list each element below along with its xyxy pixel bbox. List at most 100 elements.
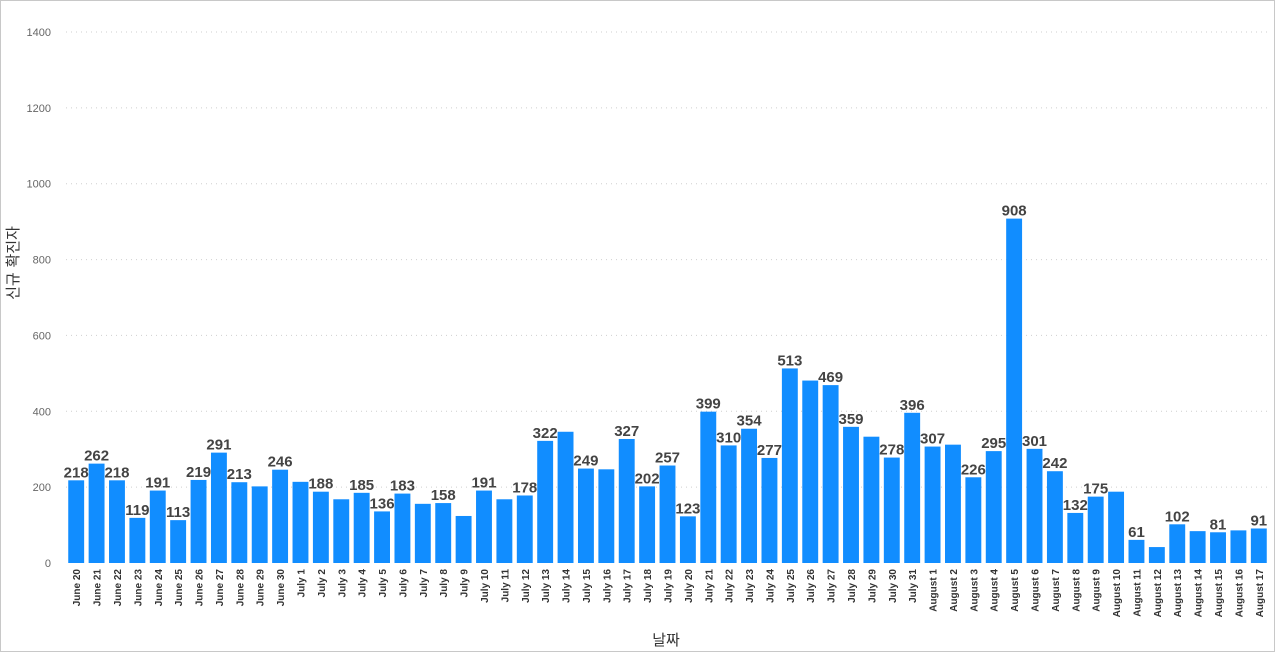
x-tick-label: July 22: [725, 569, 736, 603]
bar[interactable]: [822, 385, 839, 563]
bar[interactable]: [965, 477, 982, 563]
data-label: 218: [64, 464, 89, 481]
bar[interactable]: [476, 490, 492, 563]
bar[interactable]: [210, 452, 227, 563]
bar[interactable]: [985, 451, 1002, 563]
bar[interactable]: [1067, 512, 1084, 563]
bar[interactable]: [577, 468, 594, 563]
data-label: 226: [961, 461, 986, 478]
x-tick-label: June 25: [174, 569, 185, 607]
x-tick-label: July 26: [806, 569, 817, 603]
x-tick-label: July 3: [337, 569, 348, 598]
data-label: 295: [981, 435, 1006, 452]
x-tick-label: July 7: [419, 569, 430, 598]
bar[interactable]: [781, 368, 798, 563]
bar[interactable]: [496, 499, 513, 563]
data-label: 183: [390, 478, 415, 495]
x-tick-label: July 23: [745, 569, 756, 603]
y-tick-label: 1000: [27, 179, 51, 191]
bar[interactable]: [109, 480, 125, 563]
x-tick-label: July 25: [786, 569, 797, 603]
data-label: 213: [227, 466, 252, 483]
bar[interactable]: [863, 436, 880, 563]
x-tick-label: August 12: [1153, 569, 1164, 618]
bar[interactable]: [312, 491, 329, 563]
bar[interactable]: [598, 469, 615, 563]
data-label: 262: [84, 448, 109, 465]
bar[interactable]: [720, 445, 737, 563]
x-tick-label: August 7: [1051, 569, 1062, 612]
x-tick-label: June 26: [195, 569, 206, 607]
x-tick-label: July 19: [664, 569, 675, 603]
bar[interactable]: [924, 446, 941, 563]
bar[interactable]: [945, 444, 961, 563]
bar[interactable]: [149, 490, 166, 563]
x-tick-label: August 16: [1234, 569, 1245, 618]
bar[interactable]: [68, 480, 85, 563]
bar[interactable]: [414, 503, 431, 563]
x-tick-label: July 20: [684, 569, 695, 603]
bar[interactable]: [1108, 491, 1125, 563]
data-label: 119: [125, 502, 149, 519]
x-tick-label: August 3: [969, 569, 980, 612]
bar[interactable]: [1169, 524, 1186, 563]
x-tick-label: August 2: [949, 569, 960, 612]
x-tick-label: August 11: [1132, 569, 1143, 617]
x-tick-label: July 8: [439, 569, 450, 598]
bar[interactable]: [394, 493, 411, 563]
x-tick-label: June 21: [93, 569, 104, 607]
x-tick-label: August 13: [1173, 569, 1184, 618]
bar[interactable]: [455, 515, 472, 563]
bar[interactable]: [741, 428, 758, 563]
data-label: 301: [1022, 433, 1047, 450]
y-axis-ticks: 0 200 400 600 800 1000 1200 1400: [27, 27, 51, 570]
bar[interactable]: [353, 492, 370, 563]
bar[interactable]: [170, 520, 187, 563]
bar[interactable]: [1230, 530, 1247, 563]
bar[interactable]: [1087, 496, 1104, 563]
bar[interactable]: [537, 440, 554, 563]
data-label: 185: [349, 477, 374, 494]
bar[interactable]: [843, 426, 859, 563]
bar[interactable]: [883, 457, 900, 563]
bar[interactable]: [251, 486, 268, 563]
bar[interactable]: [904, 412, 921, 563]
bar[interactable]: [333, 499, 350, 563]
x-tick-label: June 30: [276, 569, 287, 607]
bar[interactable]: [516, 495, 533, 563]
bar[interactable]: [700, 411, 717, 563]
x-tick-label: July 12: [521, 569, 532, 603]
bar[interactable]: [761, 457, 778, 563]
x-tick-label: July 21: [704, 569, 715, 603]
bar[interactable]: [1026, 448, 1043, 563]
bar[interactable]: [802, 380, 819, 563]
bar[interactable]: [679, 516, 696, 563]
x-tick-label: June 22: [113, 569, 124, 607]
bar[interactable]: [129, 517, 146, 563]
bar[interactable]: [88, 463, 105, 563]
x-tick-label: July 1: [296, 569, 307, 598]
bar[interactable]: [659, 465, 676, 563]
bar[interactable]: [557, 431, 574, 563]
x-axis-ticks: June 20 June 21 June 22 June 23 June 24 June …: [72, 569, 1266, 618]
data-label: 399: [696, 396, 721, 413]
bar[interactable]: [1210, 532, 1226, 563]
bar[interactable]: [1148, 547, 1165, 563]
bar[interactable]: [1046, 471, 1063, 563]
bar[interactable]: [618, 438, 635, 563]
bar[interactable]: [1006, 218, 1023, 563]
bar[interactable]: [374, 511, 390, 563]
bar[interactable]: [435, 503, 452, 563]
bar[interactable]: [272, 469, 289, 563]
bar[interactable]: [190, 479, 207, 563]
bar[interactable]: [1128, 539, 1145, 563]
data-label: 327: [614, 423, 639, 440]
bar[interactable]: [1250, 528, 1267, 563]
bar[interactable]: [231, 482, 248, 563]
bar[interactable]: [1189, 531, 1206, 563]
bar[interactable]: [639, 486, 656, 563]
data-label: 257: [655, 450, 680, 467]
bar[interactable]: [292, 481, 309, 563]
